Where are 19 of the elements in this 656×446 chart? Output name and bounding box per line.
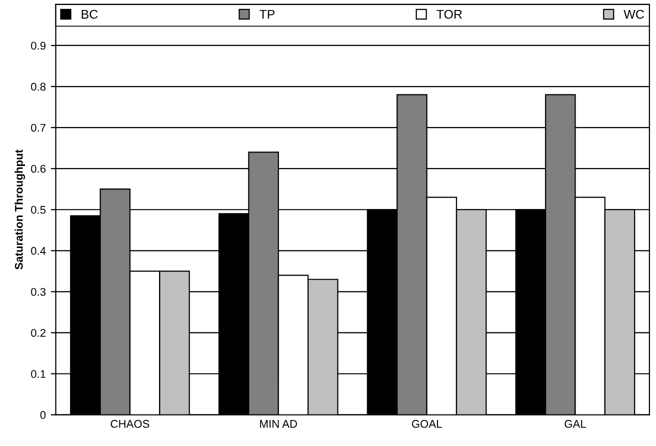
x-tick-label: MIN AD: [260, 420, 297, 428]
x-tick-label: GOAL: [412, 420, 442, 428]
x-tick-label: CHAOS: [110, 420, 150, 428]
y-tick-label: 0.5: [31, 206, 46, 214]
y-tick-label: 0.6: [31, 164, 46, 173]
y-tick-label: 0.8: [31, 82, 46, 91]
x-tick-label: GAL: [564, 420, 586, 428]
legend-label: TOR: [436, 10, 462, 19]
y-tick-label: 0.7: [31, 124, 46, 132]
legend-label: BC: [82, 10, 98, 19]
legend-label: WC: [624, 10, 644, 19]
y-tick-label: 0.9: [31, 42, 46, 50]
y-tick-label: 0.1: [31, 370, 46, 378]
legend-label: TP: [260, 10, 275, 19]
y-tick-label: 0.2: [31, 328, 46, 337]
y-tick-label: 0: [40, 411, 46, 419]
y-tick-label: 0.3: [31, 288, 46, 296]
y-tick-label: 0.4: [31, 246, 46, 255]
y-axis-title: Saturation Throughput: [14, 150, 26, 270]
